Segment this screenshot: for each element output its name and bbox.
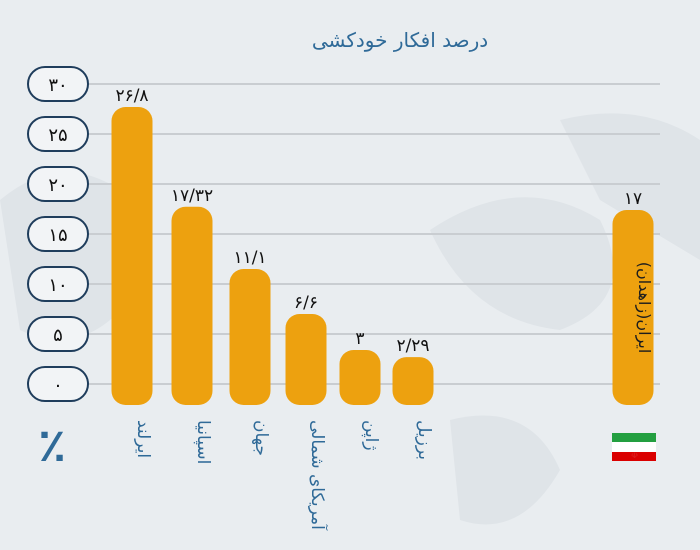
category-label: ایرلند: [133, 420, 153, 458]
y-tick-label: ۱۵: [48, 225, 67, 246]
y-tick-label: ۱۰: [48, 275, 67, 296]
y-tick-label: ۳۰: [48, 75, 67, 96]
category-label: آمریکای شمالی: [307, 420, 329, 531]
percent-unit-label: ٪: [38, 418, 67, 472]
category-label: برزیل: [414, 420, 434, 460]
data-label: ۱۱/۱: [233, 248, 266, 268]
y-tick-label: ۰: [53, 375, 63, 396]
bar: [111, 107, 153, 405]
y-tick-pill: [27, 266, 89, 302]
data-label: ۱۷: [624, 189, 642, 209]
data-label: ۳: [355, 329, 364, 349]
bar: [612, 210, 654, 405]
data-label: ۲۶/۸: [115, 86, 148, 106]
data-label: ۱۷/۳۲: [171, 186, 213, 206]
bar: [229, 269, 271, 405]
y-tick-label: ۲۵: [48, 125, 67, 146]
y-tick-pill: [27, 166, 89, 202]
y-tick-pill: [27, 216, 89, 252]
y-tick-label: ۲۰: [48, 175, 67, 196]
data-label: ۲/۲۹: [396, 336, 429, 356]
bar: [285, 314, 327, 405]
y-tick-pill: [27, 116, 89, 152]
y-tick-pill: [27, 366, 89, 402]
category-label: ژاپن: [361, 420, 381, 451]
y-tick-pill: [27, 316, 89, 352]
category-label: اسپانیا: [193, 420, 213, 464]
category-label: جهان: [251, 420, 271, 456]
chart-title: درصد افکار خودکشی: [311, 28, 489, 52]
iran-flag-icon: ☫: [612, 433, 656, 461]
category-label: ایران(زاهدان): [634, 262, 654, 354]
bar: [171, 206, 213, 405]
y-tick-pill: [27, 66, 89, 102]
y-tick-label: ۵: [53, 325, 63, 346]
data-label: ۶/۶: [294, 293, 318, 313]
bar: [392, 357, 434, 405]
world-map-background: [0, 113, 700, 525]
bar: [339, 350, 381, 405]
